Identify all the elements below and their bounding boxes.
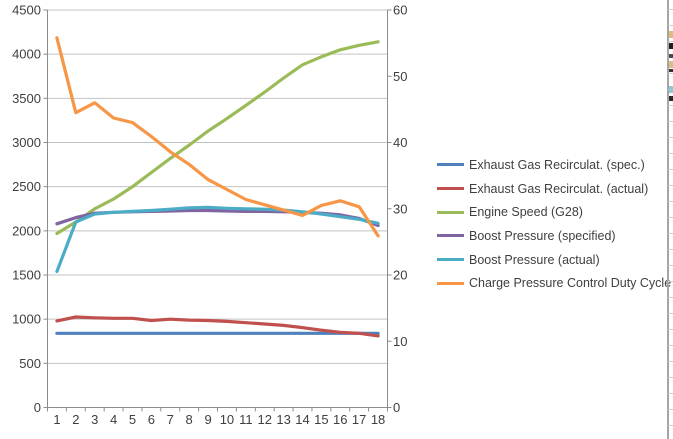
- legend-item[interactable]: Boost Pressure (actual): [437, 248, 671, 272]
- x-axis-label: 18: [371, 412, 385, 427]
- legend-line-sample: [437, 210, 464, 214]
- left-axis-label: 1000: [12, 312, 41, 327]
- x-axis-label: 16: [333, 412, 347, 427]
- left-axis-label: 4500: [12, 3, 41, 18]
- right-axis-label: 20: [393, 268, 407, 283]
- row-gridline: [668, 217, 673, 218]
- row-gridline: [668, 201, 673, 202]
- legend-label: Engine Speed (G28): [469, 205, 583, 220]
- right-axis-label: 10: [393, 334, 407, 349]
- x-axis-label: 14: [295, 412, 309, 427]
- x-axis-label: 15: [314, 412, 328, 427]
- row-gridline: [668, 393, 673, 394]
- chart-legend: Exhaust Gas Recirculat. (spec.) Exhaust G…: [437, 153, 671, 295]
- legend-item[interactable]: Engine Speed (G28): [437, 200, 671, 224]
- x-axis-label: 8: [186, 412, 193, 427]
- row-gridline: [668, 313, 673, 314]
- row-gridline: [668, 233, 673, 234]
- legend-label: Exhaust Gas Recirculat. (spec.): [469, 157, 645, 172]
- legend-line-sample: [437, 281, 464, 285]
- cell-content-fragment: [669, 96, 673, 101]
- cell-content-fragment: [669, 43, 673, 49]
- right-axis-label: 40: [393, 135, 407, 150]
- left-axis-label: 2000: [12, 223, 41, 238]
- x-axis-label: 4: [110, 412, 117, 427]
- left-axis-label: 1500: [12, 268, 41, 283]
- x-axis-label: 3: [91, 412, 98, 427]
- x-axis-label: 1: [53, 412, 60, 427]
- cell-border-line: [667, 0, 669, 439]
- legend-line-sample: [437, 258, 464, 262]
- row-gridline: [668, 121, 673, 122]
- x-axis-label: 17: [352, 412, 366, 427]
- legend-label: Charge Pressure Control Duty Cycle: [469, 276, 672, 291]
- x-axis-label: 5: [129, 412, 136, 427]
- legend-label: Boost Pressure (specified): [469, 228, 616, 243]
- x-axis-label: 9: [204, 412, 211, 427]
- x-axis-label: 12: [257, 412, 271, 427]
- x-axis-label: 10: [220, 412, 234, 427]
- row-gridline: [668, 185, 673, 186]
- row-gridline: [668, 153, 673, 154]
- x-axis-label: 2: [72, 412, 79, 427]
- row-gridline: [668, 297, 673, 298]
- row-gridline: [668, 25, 673, 26]
- series-line[interactable]: [55, 205, 380, 274]
- x-axis-label: 7: [167, 412, 174, 427]
- legend-line-sample: [437, 234, 464, 238]
- row-gridline: [668, 377, 673, 378]
- left-axis-label: 0: [34, 400, 41, 415]
- row-gridline: [668, 265, 673, 266]
- row-gridline: [668, 137, 673, 138]
- row-gridline: [668, 9, 673, 10]
- row-gridline: [668, 345, 673, 346]
- series-line[interactable]: [55, 315, 380, 338]
- legend-label: Boost Pressure (actual): [469, 252, 600, 267]
- row-gridline: [668, 361, 673, 362]
- right-axis-label: 60: [393, 3, 407, 18]
- x-axis-label: 13: [276, 412, 290, 427]
- right-axis-label: 30: [393, 201, 407, 216]
- series-line[interactable]: [55, 36, 380, 238]
- row-gridline: [668, 73, 673, 74]
- legend-item[interactable]: Exhaust Gas Recirculat. (spec.): [437, 153, 671, 177]
- legend-label: Exhaust Gas Recirculat. (actual): [469, 181, 649, 196]
- row-gridline: [668, 249, 673, 250]
- left-axis-label: 2500: [12, 179, 41, 194]
- left-axis-label: 3000: [12, 135, 41, 150]
- legend-line-sample: [437, 163, 464, 167]
- row-gridline: [668, 409, 673, 410]
- legend-line-sample: [437, 187, 464, 191]
- x-axis-label: 11: [239, 412, 253, 427]
- row-gridline: [668, 425, 673, 426]
- x-axis-label: 6: [148, 412, 155, 427]
- left-axis-label: 3500: [12, 91, 41, 106]
- cell-content-fragment: [669, 31, 673, 38]
- row-gridline: [668, 41, 673, 42]
- cell-content-fragment: [669, 61, 673, 68]
- spreadsheet-edge: [667, 0, 673, 439]
- cell-content-fragment: [669, 86, 673, 93]
- series-line[interactable]: [55, 40, 380, 236]
- row-gridline: [668, 105, 673, 106]
- right-axis-label: 0: [393, 400, 400, 415]
- row-gridline: [668, 169, 673, 170]
- row-gridline: [668, 329, 673, 330]
- cell-content-fragment: [669, 54, 673, 58]
- legend-item[interactable]: Exhaust Gas Recirculat. (actual): [437, 177, 671, 201]
- left-axis-label: 4000: [12, 47, 41, 62]
- legend-item[interactable]: Boost Pressure (specified): [437, 224, 671, 248]
- legend-item[interactable]: Charge Pressure Control Duty Cycle: [437, 271, 671, 295]
- cell-content-fragment: [669, 69, 673, 72]
- left-axis-label: 500: [19, 356, 41, 371]
- row-gridline: [668, 281, 673, 282]
- right-axis-label: 50: [393, 69, 407, 84]
